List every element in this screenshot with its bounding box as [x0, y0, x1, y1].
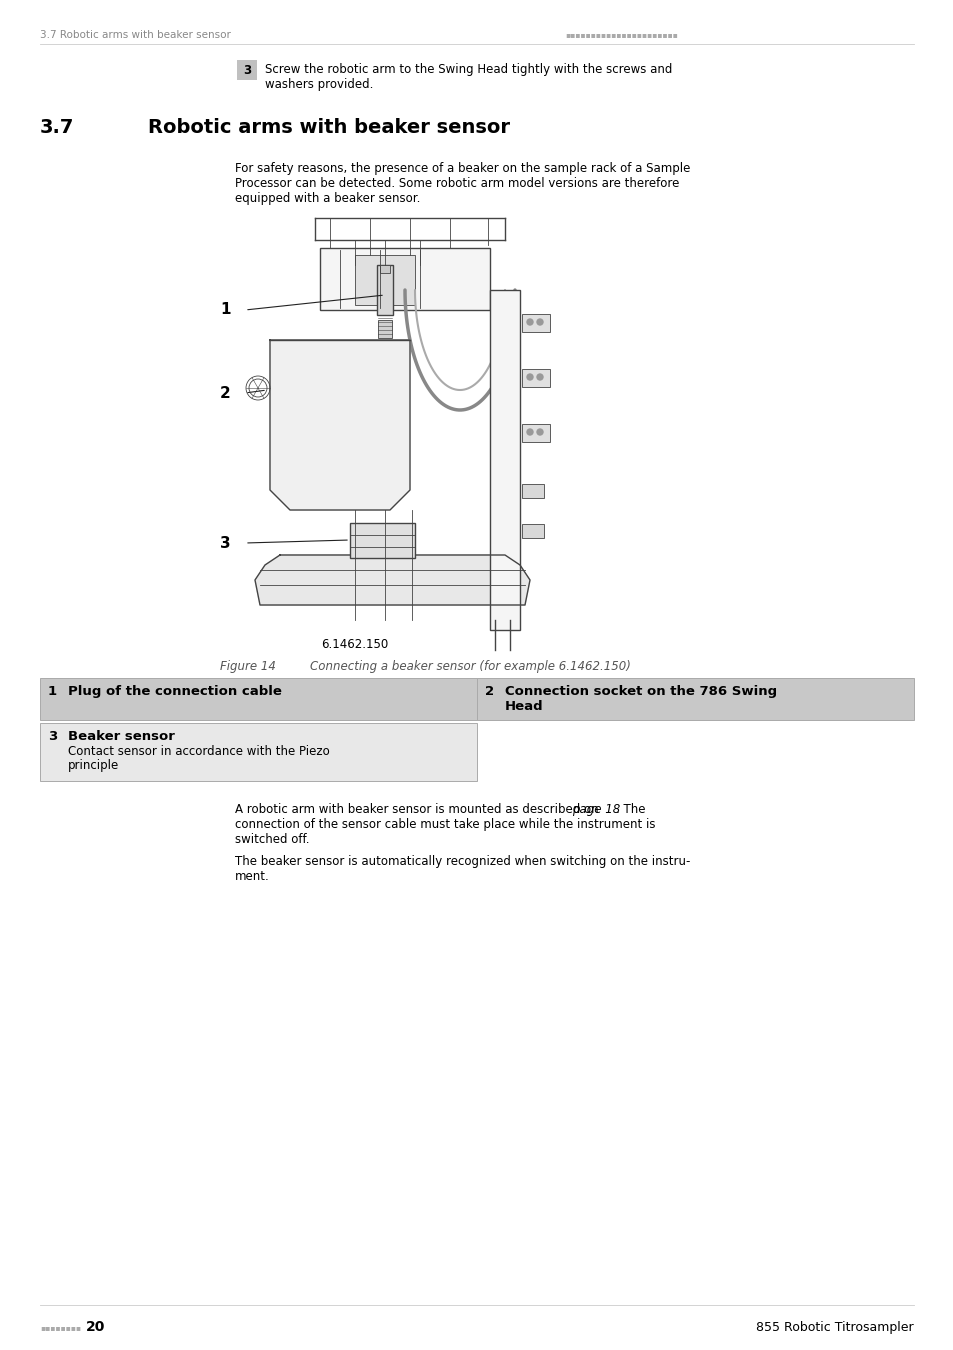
Text: Figure 14: Figure 14 — [220, 660, 275, 674]
Text: Connection socket on the 786 Swing: Connection socket on the 786 Swing — [504, 684, 777, 698]
Bar — [379, 265, 390, 273]
Bar — [376, 265, 393, 315]
Text: equipped with a beaker sensor.: equipped with a beaker sensor. — [234, 192, 420, 205]
Text: Contact sensor in accordance with the Piezo: Contact sensor in accordance with the Pi… — [68, 745, 330, 757]
Text: A robotic arm with beaker sensor is mounted as described on: A robotic arm with beaker sensor is moun… — [234, 803, 601, 815]
Text: connection of the sensor cable must take place while the instrument is: connection of the sensor cable must take… — [234, 818, 655, 832]
Bar — [377, 320, 392, 338]
Text: 20: 20 — [86, 1320, 105, 1334]
Text: 6.1462.150: 6.1462.150 — [321, 639, 388, 651]
Bar — [236, 59, 256, 80]
Text: Beaker sensor: Beaker sensor — [68, 730, 174, 742]
Bar — [521, 524, 543, 539]
Bar — [355, 255, 415, 305]
Bar — [379, 350, 390, 358]
Bar — [319, 248, 490, 310]
Circle shape — [526, 429, 533, 435]
Text: ment.: ment. — [234, 869, 270, 883]
Text: principle: principle — [68, 759, 119, 772]
Text: For safety reasons, the presence of a beaker on the sample rack of a Sample: For safety reasons, the presence of a be… — [234, 162, 690, 176]
Text: 1: 1 — [220, 302, 231, 317]
Text: Plug of the connection cable: Plug of the connection cable — [68, 684, 281, 698]
Text: 1: 1 — [48, 684, 57, 698]
Polygon shape — [270, 340, 410, 510]
Circle shape — [526, 319, 533, 325]
Text: ▪▪▪▪▪▪▪▪: ▪▪▪▪▪▪▪▪ — [40, 1323, 81, 1332]
Bar — [521, 369, 550, 387]
Text: The beaker sensor is automatically recognized when switching on the instru-: The beaker sensor is automatically recog… — [234, 855, 690, 868]
Circle shape — [537, 374, 542, 379]
Circle shape — [537, 319, 542, 325]
Bar — [350, 522, 415, 558]
Text: 2: 2 — [484, 684, 494, 698]
Circle shape — [537, 429, 542, 435]
Bar — [521, 315, 550, 332]
Polygon shape — [254, 555, 530, 605]
Text: 3: 3 — [243, 63, 251, 77]
Bar — [521, 424, 550, 441]
Text: 3.7 Robotic arms with beaker sensor: 3.7 Robotic arms with beaker sensor — [40, 30, 231, 40]
Text: Head: Head — [504, 701, 543, 713]
Bar — [521, 485, 543, 498]
Text: 2: 2 — [220, 386, 231, 401]
Text: 3: 3 — [220, 536, 231, 551]
Text: . The: . The — [616, 803, 645, 815]
Text: Screw the robotic arm to the Swing Head tightly with the screws and: Screw the robotic arm to the Swing Head … — [265, 63, 672, 76]
Text: Processor can be detected. Some robotic arm model versions are therefore: Processor can be detected. Some robotic … — [234, 177, 679, 190]
Text: Robotic arms with beaker sensor: Robotic arms with beaker sensor — [148, 117, 510, 136]
Circle shape — [526, 374, 533, 379]
Text: 3: 3 — [48, 730, 57, 742]
Text: page 18: page 18 — [572, 803, 619, 815]
Bar — [476, 678, 913, 720]
Text: switched off.: switched off. — [234, 833, 309, 846]
Bar — [490, 290, 519, 630]
Bar — [40, 724, 476, 782]
Text: ▪▪▪▪▪▪▪▪▪▪▪▪▪▪▪▪▪▪▪▪▪▪: ▪▪▪▪▪▪▪▪▪▪▪▪▪▪▪▪▪▪▪▪▪▪ — [564, 30, 677, 39]
Text: Connecting a beaker sensor (for example 6.1462.150): Connecting a beaker sensor (for example … — [310, 660, 630, 674]
Bar — [40, 678, 476, 720]
Text: 855 Robotic Titrosampler: 855 Robotic Titrosampler — [756, 1322, 913, 1334]
Text: 3.7: 3.7 — [40, 117, 74, 136]
Text: washers provided.: washers provided. — [265, 78, 373, 90]
